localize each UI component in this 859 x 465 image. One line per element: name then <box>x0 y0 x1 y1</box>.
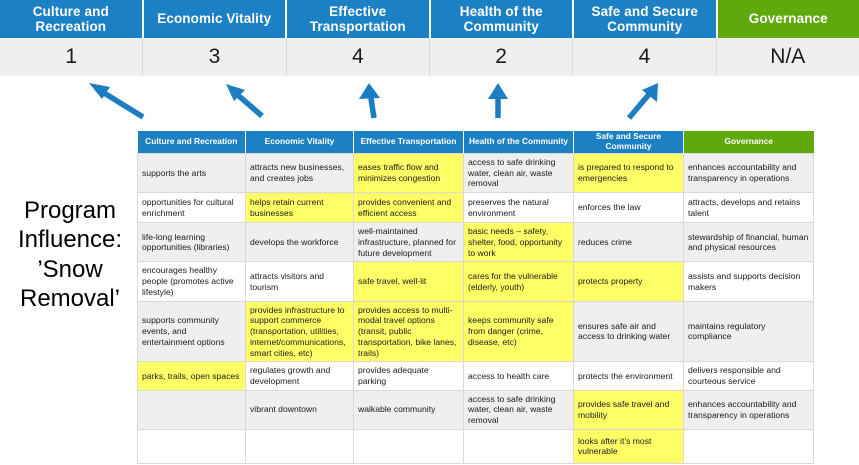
matrix-cell-empty <box>137 389 246 430</box>
table-row: opportunities for cultural enrichment hel… <box>137 192 814 224</box>
strategic-outcomes-matrix: Culture and Recreation Economic Vitality… <box>137 131 814 464</box>
summary-value-health-of-the-community: 2 <box>429 38 574 76</box>
matrix-cell: opportunities for cultural enrichment <box>137 192 246 224</box>
matrix-cell: protects the environment <box>573 361 684 391</box>
matrix-cell: encourages healthy people (promotes acti… <box>137 261 246 302</box>
matrix-cell: eases traffic flow and minimizes congest… <box>353 152 464 194</box>
matrix-cell: provides infrastructure to support comme… <box>245 300 354 363</box>
matrix-cell-empty <box>683 428 814 464</box>
matrix-body: supports the arts attracts new businesses… <box>137 152 814 464</box>
matrix-cell: access to health care <box>463 361 574 391</box>
table-row: life-long learning opportunities (librar… <box>137 222 814 263</box>
table-row: vibrant downtown walkable community access… <box>137 389 814 430</box>
matrix-header-economic-vitality: Economic Vitality <box>245 131 354 154</box>
matrix-cell: helps retain current businesses <box>245 192 354 224</box>
matrix-cell: develops the workforce <box>245 222 354 263</box>
matrix-cell: walkable community <box>353 389 464 430</box>
matrix-header-safe-and-secure-community: Safe and Secure Community <box>573 131 684 154</box>
matrix-cell: attracts visitors and tourism <box>245 261 354 302</box>
matrix-cell: supports the arts <box>137 152 246 194</box>
matrix-cell: delivers responsible and courteous servi… <box>683 361 814 391</box>
summary-value-economic-vitality: 3 <box>143 38 287 76</box>
summary-header-effective-transportation: Effective Transportation <box>287 0 431 38</box>
matrix-cell: regulates growth and development <box>245 361 354 391</box>
matrix-cell: looks after it’s most vulnerable <box>573 428 684 464</box>
matrix-cell: provides safe travel and mobility <box>573 389 684 430</box>
matrix-cell: protects property <box>573 261 684 302</box>
summary-header-health-of-the-community: Health of the Community <box>430 0 574 38</box>
summary-value-row: 1 3 4 2 4 N/A <box>0 38 859 76</box>
arrow-up-icon-4 <box>488 83 508 118</box>
table-row: encourages healthy people (promotes acti… <box>137 261 814 302</box>
matrix-cell: supports community events, and entertain… <box>137 300 246 363</box>
matrix-cell: ensures safe air and access to drinking … <box>573 300 684 363</box>
matrix-cell: vibrant downtown <box>245 389 354 430</box>
summary-header-economic-vitality: Economic Vitality <box>143 0 287 38</box>
matrix-cell: safe travel, well-lit <box>353 261 464 302</box>
matrix-cell: attracts, develops and retains talent <box>683 192 814 224</box>
arrow-up-icon-3 <box>359 83 380 119</box>
matrix-cell: provides adequate parking <box>353 361 464 391</box>
matrix-header-governance: Governance <box>683 131 814 154</box>
matrix-cell: cares for the vulnerable (elderly, youth… <box>463 261 574 302</box>
matrix-cell: assists and supports decision makers <box>683 261 814 302</box>
table-row: parks, trails, open spaces regulates grow… <box>137 361 814 391</box>
arrow-up-left-icon-1 <box>89 83 145 120</box>
matrix-cell: parks, trails, open spaces <box>137 361 246 391</box>
summary-value-safe-and-secure-community: 4 <box>573 38 717 76</box>
summary-header-row: Culture and Recreation Economic Vitality… <box>0 0 859 38</box>
matrix-header-effective-transportation: Effective Transportation <box>353 131 464 154</box>
matrix-header-culture-and-recreation: Culture and Recreation <box>137 131 246 154</box>
matrix-cell-empty <box>137 428 246 464</box>
summary-value-governance: N/A <box>716 38 859 76</box>
table-row: supports community events, and entertain… <box>137 300 814 363</box>
matrix-cell-empty <box>463 428 574 464</box>
matrix-cell: provides access to multi-modal travel op… <box>353 300 464 363</box>
matrix-cell: attracts new businesses, and creates job… <box>245 152 354 194</box>
matrix-cell: provides convenient and efficient access <box>353 192 464 224</box>
matrix-cell: enhances accountability and transparency… <box>683 152 814 194</box>
matrix-cell: is prepared to respond to emergencies <box>573 152 684 194</box>
arrow-up-left-icon-2 <box>226 84 264 119</box>
arrow-connectors <box>0 76 859 134</box>
matrix-cell: stewardship of financial, human and phys… <box>683 222 814 263</box>
matrix-header-health-of-the-community: Health of the Community <box>463 131 574 154</box>
matrix-cell-empty <box>353 428 464 464</box>
matrix-header-row: Culture and Recreation Economic Vitality… <box>137 131 814 154</box>
matrix-cell: keeps community safe from danger (crime,… <box>463 300 574 363</box>
matrix-cell: enforces the law <box>573 192 684 224</box>
summary-header-culture-and-recreation: Culture and Recreation <box>0 0 144 38</box>
matrix-cell: enhances accountability and transparency… <box>683 389 814 430</box>
matrix-cell: preserves the natural environment <box>463 192 574 224</box>
matrix-cell: basic needs – safety, shelter, food, opp… <box>463 222 574 263</box>
summary-header-safe-and-secure-community: Safe and Secure Community <box>574 0 718 38</box>
program-influence-caption: Program Influence: ’Snow Removal’ <box>17 197 123 312</box>
matrix-cell: access to safe drinking water, clean air… <box>463 389 574 430</box>
matrix-cell: maintains regulatory compliance <box>683 300 814 363</box>
matrix-cell: well-maintained infrastructure, planned … <box>353 222 464 263</box>
summary-value-culture-and-recreation: 1 <box>0 38 144 76</box>
arrow-up-right-icon-5 <box>626 83 658 120</box>
matrix-cell: access to safe drinking water, clean air… <box>463 152 574 194</box>
matrix-cell: reduces crime <box>573 222 684 263</box>
summary-scorecard: Culture and Recreation Economic Vitality… <box>0 0 859 76</box>
table-row: supports the arts attracts new businesses… <box>137 152 814 194</box>
summary-value-effective-transportation: 4 <box>286 38 430 76</box>
table-row: looks after it’s most vulnerable <box>137 428 814 464</box>
summary-header-governance: Governance <box>717 0 859 38</box>
matrix-cell-empty <box>245 428 354 464</box>
matrix-cell: life-long learning opportunities (librar… <box>137 222 246 263</box>
